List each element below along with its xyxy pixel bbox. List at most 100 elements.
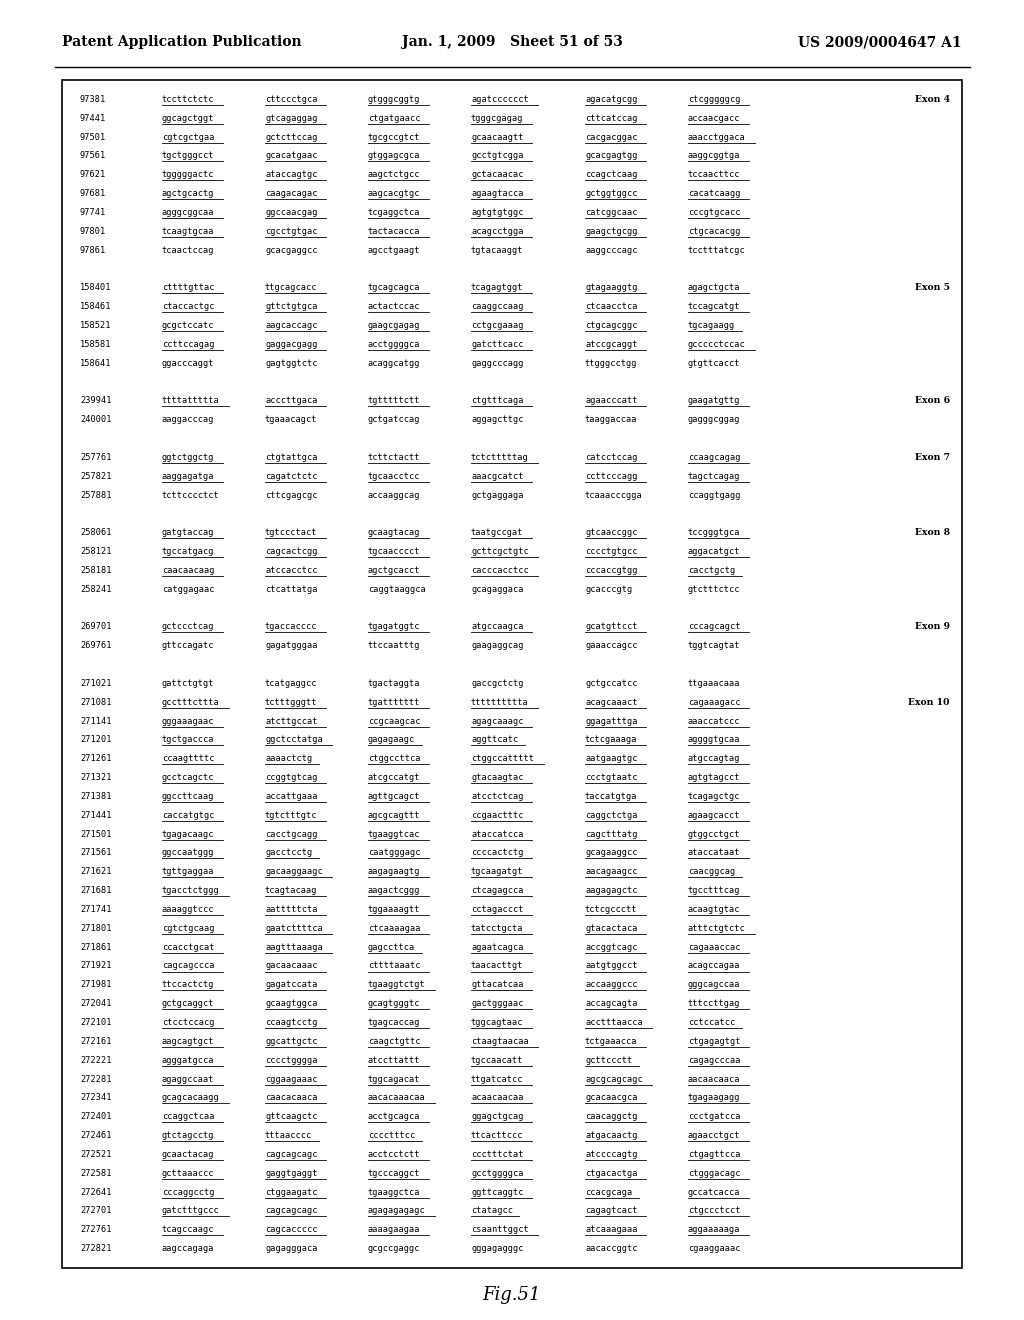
Text: gaagatgttg: gaagatgttg [688,396,740,405]
Text: aatttttcta: aatttttcta [265,906,317,913]
Text: gtgttcacct: gtgttcacct [688,359,740,368]
Text: aacaccggtc: aacaccggtc [585,1243,638,1253]
Text: gttccagatc: gttccagatc [162,642,214,651]
Text: cttttaaatc: cttttaaatc [368,961,421,970]
Text: agcgcagttt: agcgcagttt [368,810,421,820]
Text: 271801: 271801 [80,924,112,933]
Text: ggcagctggt: ggcagctggt [162,114,214,123]
Text: 272761: 272761 [80,1225,112,1234]
Text: Exon 4: Exon 4 [914,95,950,104]
Text: gacaacaaac: gacaacaaac [265,961,317,970]
Text: catcctccag: catcctccag [585,453,638,462]
Text: agagagagagc: agagagagagc [368,1206,426,1216]
Text: ctgggacagc: ctgggacagc [688,1168,740,1177]
Text: gtagaaggtg: gtagaaggtg [585,284,638,292]
Text: 271201: 271201 [80,735,112,744]
Text: 97561: 97561 [80,152,106,161]
Text: ccctttctat: ccctttctat [471,1150,523,1159]
Text: gcctcagctc: gcctcagctc [162,774,214,783]
Text: 158401: 158401 [80,284,112,292]
Text: tcctttatcgc: tcctttatcgc [688,246,745,255]
Text: ggcattgctc: ggcattgctc [265,1036,317,1045]
Text: tttaacccc: tttaacccc [265,1131,312,1140]
Text: 271861: 271861 [80,942,112,952]
Text: tccagcatgt: tccagcatgt [688,302,740,312]
Text: gcttaaaccc: gcttaaaccc [162,1168,214,1177]
Text: gttcaagctc: gttcaagctc [265,1113,317,1121]
Text: tcaactccag: tcaactccag [162,246,214,255]
Text: gagagaagc: gagagaagc [368,735,416,744]
Text: atccgcaggt: atccgcaggt [585,339,638,348]
Text: aaggagatga: aaggagatga [162,471,214,480]
Text: Exon 8: Exon 8 [914,528,950,537]
Text: gcagcacaagg: gcagcacaagg [162,1093,220,1102]
Text: tggcagacat: tggcagacat [368,1074,421,1084]
Text: aggagcttgc: aggagcttgc [471,416,523,424]
Text: cgtctgcaag: cgtctgcaag [162,924,214,933]
Text: atcaaagaaa: atcaaagaaa [585,1225,638,1234]
Text: cttccctgca: cttccctgca [265,95,317,104]
Text: gcacgagtgg: gcacgagtgg [585,152,638,161]
Text: tgcccaggct: tgcccaggct [368,1168,421,1177]
Text: ctcagagcca: ctcagagcca [471,886,523,895]
Text: 239941: 239941 [80,396,112,405]
Text: caaggccaag: caaggccaag [471,302,523,312]
Text: 272641: 272641 [80,1188,112,1196]
Text: ccctgatcca: ccctgatcca [688,1113,740,1121]
Text: tgacctctggg: tgacctctggg [162,886,220,895]
Text: tccttctctc: tccttctctc [162,95,214,104]
Text: 272221: 272221 [80,1056,112,1065]
Text: tcagagctgc: tcagagctgc [688,792,740,801]
Text: gccccctccac: gccccctccac [688,339,745,348]
Text: tcgaggctca: tcgaggctca [368,209,421,216]
Text: tgtacaaggt: tgtacaaggt [471,246,523,255]
Text: 272161: 272161 [80,1036,112,1045]
Text: caacaggctg: caacaggctg [585,1113,638,1121]
Text: tttccttgag: tttccttgag [688,999,740,1008]
Text: ctgccctcct: ctgccctcct [688,1206,740,1216]
Text: gaagctgcgg: gaagctgcgg [585,227,638,236]
Text: csaanttggct: csaanttggct [471,1225,528,1234]
Text: tgcaagatgt: tgcaagatgt [471,867,523,876]
Text: 269701: 269701 [80,623,112,631]
Text: gctgccatcc: gctgccatcc [585,678,638,688]
Text: gagtggtctc: gagtggtctc [265,359,317,368]
Text: tctttgggtt: tctttgggtt [265,698,317,706]
Text: gaaaccagcc: gaaaccagcc [585,642,638,651]
Text: cctagaccct: cctagaccct [471,906,523,913]
Text: cagcaccccc: cagcaccccc [265,1225,317,1234]
Text: cccaggcctg: cccaggcctg [162,1188,214,1196]
Text: aagagaagtg: aagagaagtg [368,867,421,876]
Text: 257761: 257761 [80,453,112,462]
Text: ttgatcatcc: ttgatcatcc [471,1074,523,1084]
Text: gcctttcttta: gcctttcttta [162,698,220,706]
Text: cacgacggac: cacgacggac [585,132,638,141]
Text: acctgcagca: acctgcagca [368,1113,421,1121]
Text: ggccaatggg: ggccaatggg [162,849,214,858]
Text: 258061: 258061 [80,528,112,537]
Text: tgtctttgtc: tgtctttgtc [265,810,317,820]
Text: gctgatccag: gctgatccag [368,416,421,424]
Text: accattgaaa: accattgaaa [265,792,317,801]
Text: atgccagtag: atgccagtag [688,754,740,763]
Text: cccgtgcacc: cccgtgcacc [688,209,740,216]
Text: tgggggactc: tgggggactc [162,170,214,180]
Text: atcgccatgt: atcgccatgt [368,774,421,783]
Text: gcgctccatc: gcgctccatc [162,321,214,330]
Text: agtgtagcct: agtgtagcct [688,774,740,783]
Text: gatgtaccag: gatgtaccag [162,528,214,537]
Text: tgttgaggaa: tgttgaggaa [162,867,214,876]
Text: Patent Application Publication: Patent Application Publication [62,36,302,49]
Text: tagctcagag: tagctcagag [688,471,740,480]
Text: aaaccatccc: aaaccatccc [688,717,740,726]
Text: atttctgtctc: atttctgtctc [688,924,745,933]
Text: ccaagtcctg: ccaagtcctg [265,1018,317,1027]
Text: gtgggcggtg: gtgggcggtg [368,95,421,104]
Text: gcctgtcgga: gcctgtcgga [471,152,523,161]
Text: ttgaaacaaa: ttgaaacaaa [688,678,740,688]
Text: 158641: 158641 [80,359,112,368]
Text: agagctgcta: agagctgcta [688,284,740,292]
Text: tgaaggctca: tgaaggctca [368,1188,421,1196]
Text: aaggcggtga: aaggcggtga [688,152,740,161]
Text: agggcggcaa: agggcggcaa [162,209,214,216]
